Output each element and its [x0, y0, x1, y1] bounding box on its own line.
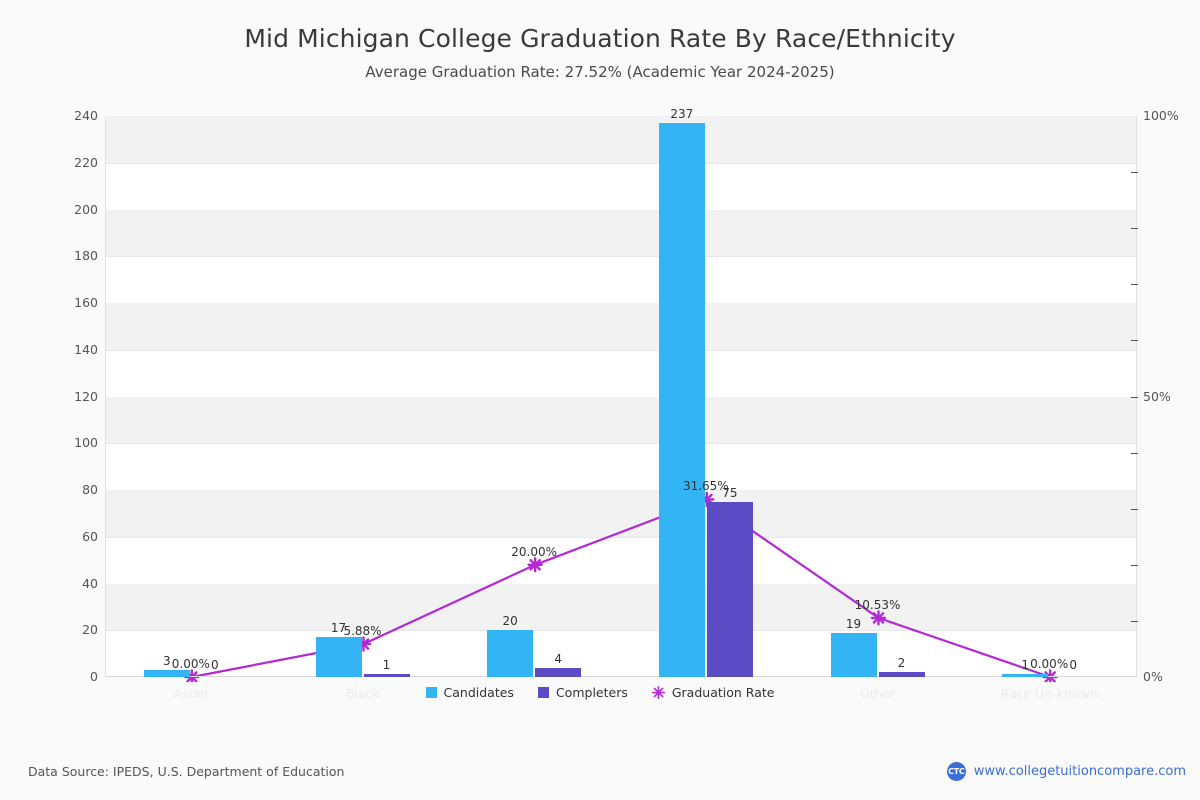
bar-candidates [143, 669, 190, 677]
y-axis-tick-label: 60 [82, 528, 98, 544]
legend-item-candidates[interactable]: Candidates [425, 685, 514, 700]
candidates-swatch-icon [425, 687, 437, 698]
y2-axis-tick-mark [1131, 228, 1138, 230]
y-axis-tick-label: 20 [82, 622, 98, 638]
rate-star-marker [527, 557, 543, 573]
chart-subtitle: Average Graduation Rate: 27.52% (Academi… [365, 63, 835, 81]
rate-star-marker [1042, 669, 1058, 685]
y-axis-tick-label: 120 [74, 388, 98, 404]
rate-data-label: 0.00% [1030, 657, 1069, 671]
star-icon [651, 686, 665, 699]
y2-axis-tick-label: 0% [1143, 669, 1163, 684]
bar-label-candidates: 19 [845, 616, 862, 631]
y-axis-tick-label: 0 [90, 669, 98, 684]
y2-axis-tick-mark [1131, 508, 1138, 510]
bar-label-completers: 0 [211, 658, 219, 672]
legend-label-completers: Completers [555, 685, 628, 700]
rate-data-label: 20.00% [511, 544, 558, 559]
bar-candidates [1002, 674, 1049, 677]
y2-axis-tick-mark [1131, 340, 1138, 342]
gridline [106, 162, 1136, 164]
bar-label-completers: 1 [382, 658, 391, 672]
y2-axis-tick-mark [1131, 284, 1138, 286]
y2-axis-tick-mark [1131, 564, 1138, 566]
grid-band [106, 490, 1136, 537]
bar-label-completers: 2 [897, 656, 906, 671]
legend-item-completers[interactable]: Completers [537, 685, 628, 700]
grid-band [106, 303, 1136, 350]
y-axis-tick-label: 140 [74, 341, 98, 357]
bar-label-completers: 75 [722, 485, 738, 500]
grid-band [106, 209, 1136, 257]
y-axis-tick-label: 80 [82, 482, 98, 497]
y2-axis-tick-mark [1131, 172, 1138, 174]
bar-completers [706, 501, 753, 677]
ctc-logo-icon: CTC [946, 762, 966, 781]
y-axis-tick-label: 160 [74, 295, 98, 310]
rate-data-label: 5.88% [343, 624, 382, 638]
bar-label-completers: 4 [554, 651, 562, 666]
y-axis-tick-label: 180 [74, 248, 98, 264]
y2-axis-tick-label: 100% [1143, 108, 1179, 123]
bar-candidates [830, 632, 877, 677]
bar-candidates [658, 123, 705, 677]
y2-axis-tick-label: 50% [1143, 388, 1171, 404]
bar-label-candidates: 17 [330, 621, 347, 636]
y-axis-tick-label: 100 [74, 435, 98, 451]
bar-label-candidates: 3 [163, 653, 171, 668]
gridline [106, 630, 1136, 632]
y-axis-tick-label: 200 [74, 201, 98, 217]
bar-label-candidates: 237 [670, 107, 694, 121]
grid-band [106, 116, 1136, 163]
chart-legend: Candidates Completers Graduation Rate [0, 682, 1200, 703]
rate-data-label: 0.00% [171, 657, 210, 671]
grid-band [106, 396, 1136, 444]
x-axis-line [105, 676, 1136, 677]
y2-axis-tick-mark [1131, 396, 1138, 398]
gridline [106, 349, 1136, 351]
y2-axis-tick-mark [1131, 620, 1138, 622]
chart-title: Mid Michigan College Graduation Rate By … [244, 24, 956, 53]
bar-label-completers: 0 [1069, 658, 1077, 672]
bar-candidates [315, 637, 362, 677]
website-url-text: www.collegetuitioncompare.com [973, 764, 1186, 779]
legend-label-candidates: Candidates [443, 685, 514, 700]
bar-label-candidates: 1 [1021, 658, 1029, 672]
y2-axis-tick-mark [1131, 452, 1138, 454]
legend-item-graduation-rate[interactable]: Graduation Rate [651, 685, 775, 700]
bar-completers [878, 672, 925, 677]
bar-candidates [487, 630, 534, 677]
data-source-text: Data Source: IPEDS, U.S. Department of E… [28, 764, 345, 779]
y-axis-tick-label: 40 [82, 575, 98, 591]
plot-area [105, 116, 1137, 685]
gridline [106, 256, 1136, 258]
gridline [106, 536, 1136, 538]
bar-completers [535, 667, 582, 677]
rate-data-label: 10.53% [854, 597, 901, 612]
website-link[interactable]: CTC www.collegetuitioncompare.com [946, 762, 1186, 781]
legend-label-graduation-rate: Graduation Rate [671, 685, 775, 700]
y-axis-tick-label: 240 [74, 108, 98, 123]
bar-label-candidates: 20 [502, 614, 518, 629]
grid-band [106, 583, 1136, 631]
y-axis-tick-label: 220 [74, 154, 98, 170]
rate-data-label: 31.65% [682, 479, 729, 494]
completers-swatch-icon [537, 687, 549, 698]
rate-star-marker [870, 610, 887, 626]
gridline [106, 443, 1136, 445]
graduation-rate-line [184, 491, 1058, 685]
bar-completers [363, 674, 410, 677]
